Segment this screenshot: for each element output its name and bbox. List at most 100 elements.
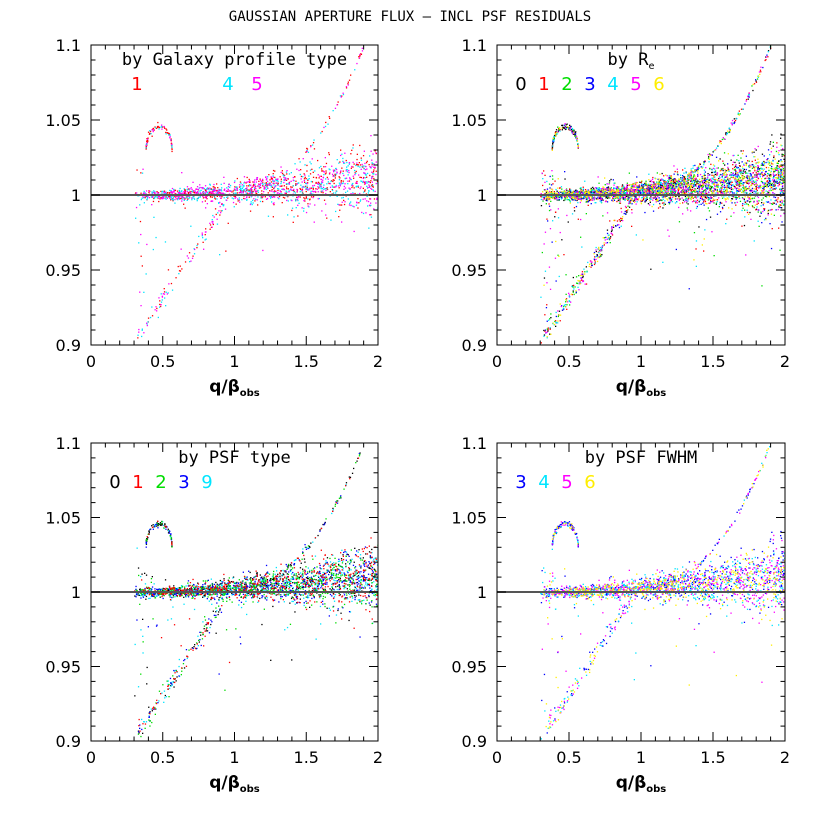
data-point (305, 190, 307, 193)
data-point (303, 197, 305, 199)
data-point (544, 395, 545, 396)
data-point (227, 190, 229, 192)
data-point (145, 193, 147, 195)
data-point (244, 198, 246, 200)
data-point (757, 76, 759, 78)
data-point (327, 181, 329, 183)
data-point (695, 202, 697, 204)
data-point (732, 164, 734, 166)
data-point (649, 184, 651, 187)
data-point (288, 191, 290, 193)
data-point (593, 251, 596, 254)
data-point (742, 172, 744, 175)
data-point (746, 209, 748, 211)
data-point (242, 186, 244, 188)
data-point (283, 185, 285, 187)
data-point (577, 286, 579, 288)
data-point (231, 191, 233, 193)
data-point (605, 236, 607, 239)
data-point (282, 188, 284, 191)
data-point (737, 154, 739, 156)
data-point (733, 154, 735, 157)
data-point (573, 284, 575, 287)
data-point (697, 185, 700, 187)
data-point (585, 283, 588, 285)
data-point (167, 292, 169, 294)
data-point (703, 169, 706, 171)
data-point (674, 184, 676, 186)
data-point (358, 57, 361, 59)
data-point (151, 192, 153, 194)
data-point (269, 179, 271, 181)
data-point (561, 305, 563, 307)
data-point (367, 186, 369, 189)
data-point (147, 131, 150, 133)
data-point (673, 185, 675, 187)
data-point (748, 160, 750, 162)
data-point (573, 196, 575, 198)
data-point (196, 191, 199, 193)
data-point (138, 242, 140, 244)
data-point (373, 208, 375, 210)
data-point (751, 85, 753, 87)
data-point (553, 139, 555, 141)
data-point (719, 202, 722, 204)
data-point (600, 255, 602, 257)
data-point (218, 188, 220, 190)
data-point (667, 180, 669, 182)
data-point (765, 196, 768, 198)
data-point (299, 196, 301, 198)
data-point (376, 197, 378, 199)
data-point (742, 150, 744, 152)
data-point (333, 179, 335, 181)
data-point (568, 295, 570, 297)
data-point (278, 198, 280, 200)
data-point (146, 243, 148, 246)
data-point (695, 169, 697, 171)
data-point (693, 232, 696, 234)
data-point (698, 186, 701, 188)
data-point (273, 202, 275, 204)
data-point (301, 191, 304, 193)
data-point (735, 172, 737, 174)
data-point (138, 331, 140, 333)
data-point (774, 196, 777, 199)
data-point (550, 313, 552, 315)
data-point (181, 196, 183, 198)
data-point (239, 192, 241, 194)
data-point (608, 239, 611, 241)
data-point (303, 200, 305, 202)
data-point (232, 198, 235, 200)
data-point (237, 198, 239, 200)
data-point (352, 147, 354, 149)
data-point (552, 183, 554, 185)
data-point (142, 168, 144, 170)
data-point (649, 198, 651, 200)
data-point (714, 188, 717, 191)
data-point (243, 185, 245, 187)
data-point (638, 191, 640, 193)
data-point (757, 202, 759, 204)
data-point (543, 170, 545, 172)
data-point (763, 219, 766, 221)
data-point (279, 191, 282, 193)
data-point (728, 170, 730, 172)
data-point (555, 196, 558, 198)
data-point (694, 196, 696, 198)
data-point (571, 293, 573, 296)
data-point (663, 180, 665, 182)
data-point (356, 62, 358, 65)
data-point (629, 199, 631, 201)
data-point (260, 197, 262, 199)
data-point (345, 168, 348, 171)
data-point (342, 92, 344, 94)
data-point (660, 191, 662, 193)
data-point (291, 207, 294, 209)
data-point (653, 181, 655, 183)
data-point (768, 192, 770, 194)
data-point (668, 183, 670, 185)
data-point (220, 192, 222, 195)
data-point (353, 230, 355, 233)
data-point (594, 256, 596, 258)
data-point (272, 196, 274, 198)
